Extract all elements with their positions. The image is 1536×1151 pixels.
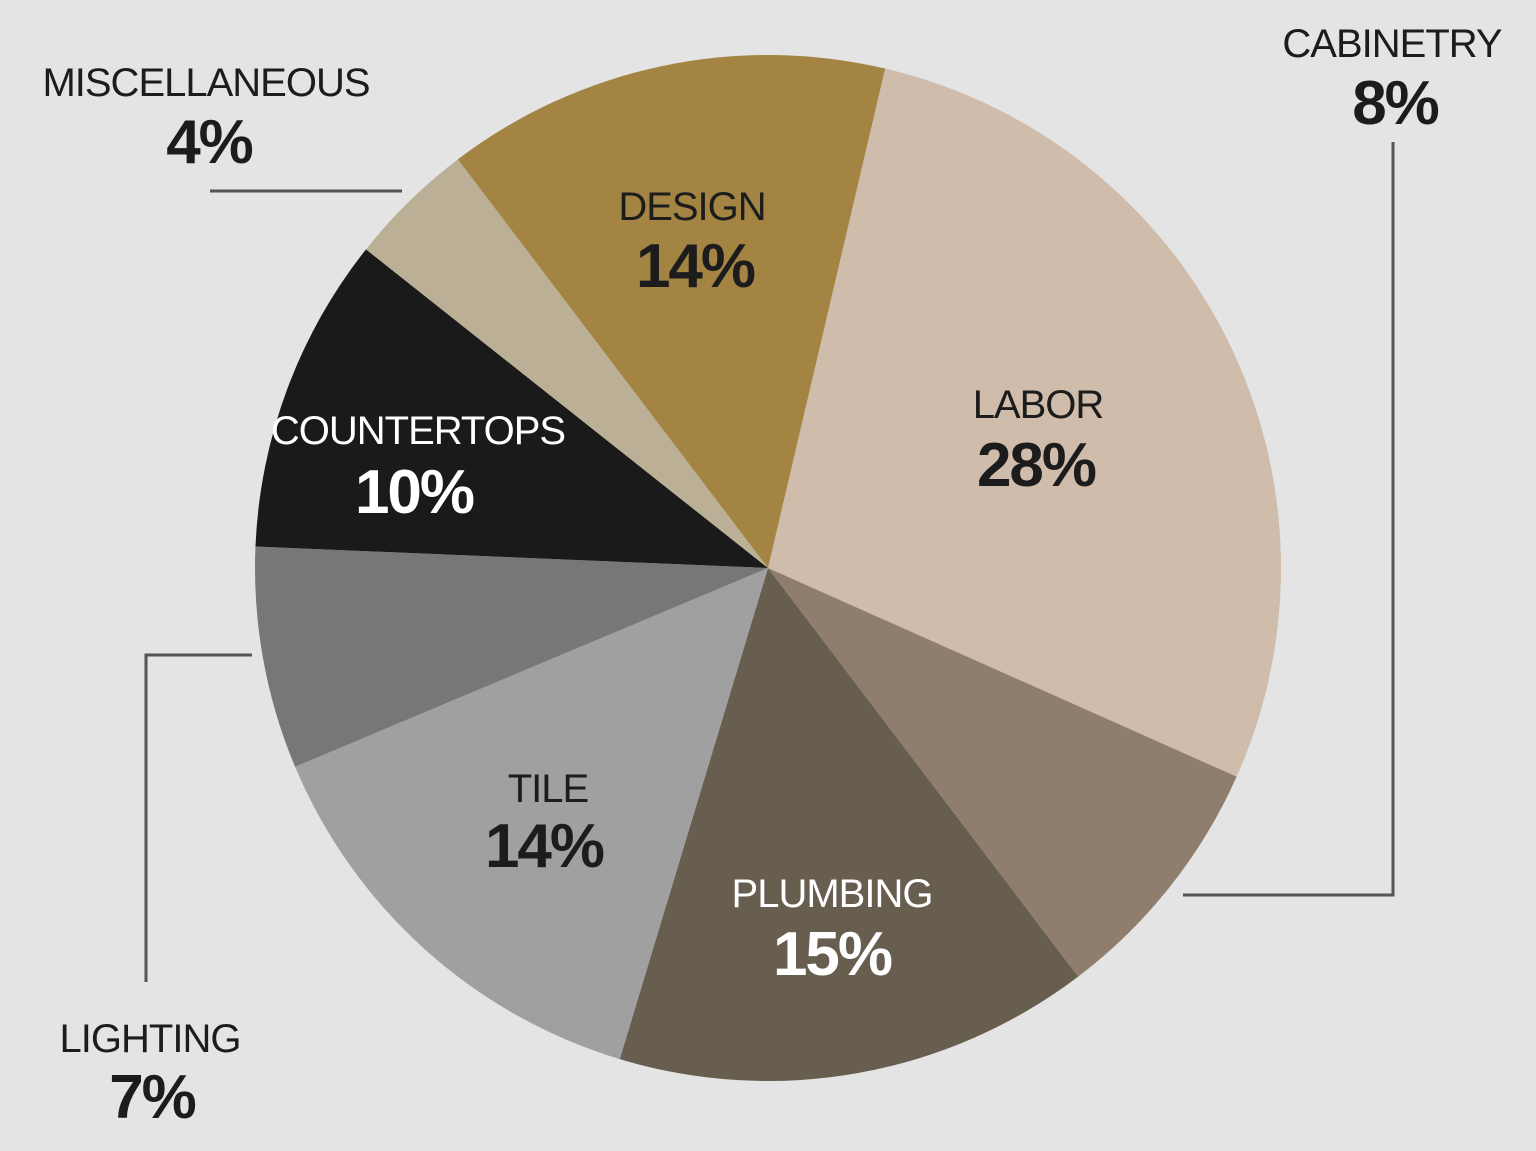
pie-slice-labor bbox=[768, 68, 1282, 777]
callout-lines bbox=[144, 142, 1395, 982]
pie-slice-cabinetry bbox=[768, 568, 1237, 977]
label-lighting-pct: 7% bbox=[109, 1063, 195, 1132]
callout-labels: MISCELLANEOUS 4% CABINETRY 8% LIGHTING 7… bbox=[42, 22, 1502, 1132]
pie-slice-lighting bbox=[254, 546, 769, 767]
pie-slice-plumbing bbox=[619, 568, 1079, 1081]
label-tile-pct: 14% bbox=[485, 812, 604, 881]
label-design-pct: 14% bbox=[636, 232, 755, 301]
cabinetry-callout-line bbox=[1183, 142, 1395, 897]
label-labor-pct: 28% bbox=[977, 431, 1096, 500]
label-misc-name: MISCELLANEOUS bbox=[42, 61, 369, 105]
label-cabinetry-name: CABINETRY bbox=[1282, 22, 1502, 66]
lighting-callout-line bbox=[144, 653, 252, 982]
label-plumbing-pct: 15% bbox=[773, 920, 892, 989]
label-labor-name: LABOR bbox=[973, 383, 1104, 427]
label-lighting-name: LIGHTING bbox=[60, 1017, 241, 1061]
label-misc-pct: 4% bbox=[166, 108, 252, 177]
pie-slice-miscellaneous bbox=[365, 159, 768, 568]
label-countertops-pct: 10% bbox=[355, 458, 474, 527]
label-tile-name: TILE bbox=[508, 767, 588, 811]
label-countertops-name: COUNTERTOPS bbox=[271, 409, 565, 453]
pie-slice-tile bbox=[295, 568, 768, 1060]
pie-slices bbox=[254, 54, 1282, 1081]
pie-slice-countertops bbox=[255, 249, 768, 568]
label-cabinetry-pct: 8% bbox=[1352, 69, 1438, 138]
label-design-name: DESIGN bbox=[618, 185, 765, 229]
label-plumbing-name: PLUMBING bbox=[732, 872, 933, 916]
slice-labels: DESIGN 14% LABOR 28% COUNTERTOPS 10% TIL… bbox=[271, 185, 1105, 989]
pie-slice-design bbox=[457, 54, 886, 568]
